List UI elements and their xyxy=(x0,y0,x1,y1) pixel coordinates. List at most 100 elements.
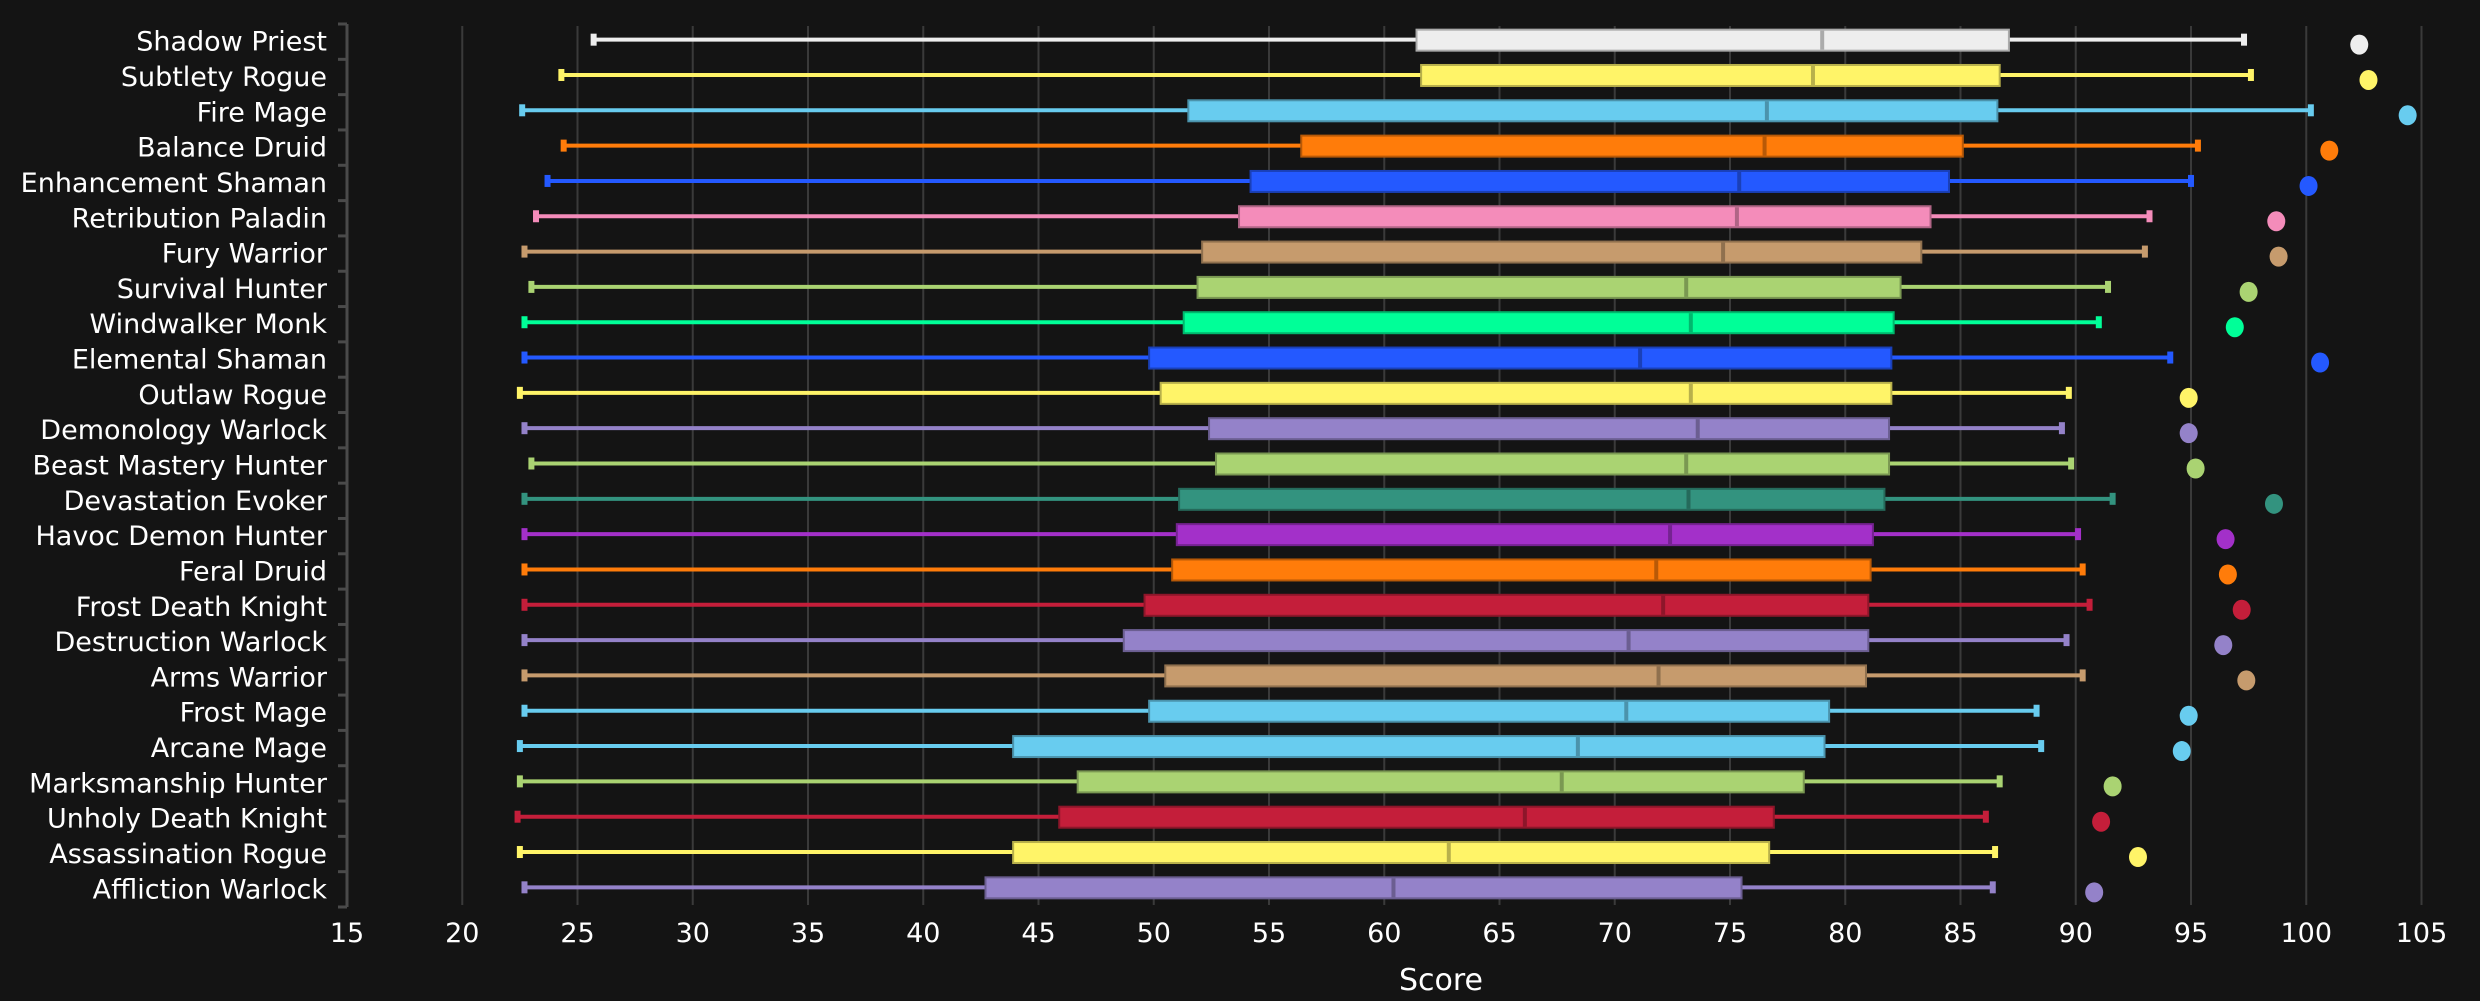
x-tick-label: 105 xyxy=(2396,918,2448,949)
box-row xyxy=(521,346,2330,373)
whisker-cap-high xyxy=(2105,280,2112,293)
outlier-dot xyxy=(2179,387,2198,408)
y-category-label: Windwalker Monk xyxy=(89,309,327,340)
whisker-cap-high xyxy=(1992,846,1999,859)
y-category-label: Havoc Demon Hunter xyxy=(35,521,327,552)
whisker-cap-high xyxy=(2095,316,2102,329)
box-row xyxy=(521,593,2251,620)
y-category-label: Demonology Warlock xyxy=(40,415,327,446)
iqr-box xyxy=(1076,770,1805,794)
whisker-cap-low xyxy=(590,33,597,46)
y-category-label: Unholy Death Knight xyxy=(47,804,327,835)
iqr-box xyxy=(1175,523,1874,547)
whisker-cap-high xyxy=(1996,775,2003,788)
box-row xyxy=(516,381,2198,408)
box-row xyxy=(560,134,2339,161)
box-row xyxy=(521,311,2244,338)
whisker-cap-high xyxy=(2241,33,2248,46)
whisker-cap-low xyxy=(528,457,535,470)
y-axis: Shadow Priest Subtlety Rogue Fire Mage Bala… xyxy=(21,22,349,909)
whisker-cap-low xyxy=(521,704,528,717)
x-tick-label: 20 xyxy=(445,918,479,949)
outlier-dot xyxy=(2359,69,2378,90)
y-category-label: Retribution Paladin xyxy=(72,203,327,234)
y-category-label: Affliction Warlock xyxy=(93,874,328,905)
y-category-label: Fury Warrior xyxy=(162,239,328,270)
y-category-label: Arms Warrior xyxy=(151,662,328,693)
box-row xyxy=(519,99,2417,126)
whisker-cap-high xyxy=(2068,457,2075,470)
y-category-label: Elemental Shaman xyxy=(72,345,327,376)
box-row xyxy=(521,699,2198,726)
iqr-box xyxy=(1122,629,1870,653)
outlier-dot xyxy=(2186,458,2205,479)
iqr-box xyxy=(1208,417,1891,441)
iqr-box xyxy=(1143,593,1870,617)
iqr-box xyxy=(1300,134,1964,158)
box-row xyxy=(521,558,2237,585)
whisker-cap-high xyxy=(2109,492,2116,505)
iqr-box xyxy=(1178,487,1886,511)
whisker-cap-low xyxy=(516,740,523,753)
whisker-cap-high xyxy=(2141,245,2148,258)
whisker-cap-low xyxy=(516,386,523,399)
iqr-box xyxy=(1012,841,1771,865)
x-tick-label: 60 xyxy=(1367,918,1401,949)
outlier-dot xyxy=(2350,34,2369,55)
whisker-cap-high xyxy=(2307,104,2314,117)
whisker-cap-low xyxy=(533,210,540,223)
outlier-dot xyxy=(2085,882,2104,903)
x-tick-label: 35 xyxy=(791,918,825,949)
outlier-dot xyxy=(2299,175,2318,196)
x-tick-label: 15 xyxy=(330,918,364,949)
iqr-box xyxy=(1201,240,1923,264)
y-category-label: Shadow Priest xyxy=(136,27,327,58)
outlier-dot xyxy=(2225,317,2244,338)
whisker-cap-low xyxy=(521,598,528,611)
outlier-dot xyxy=(2179,705,2198,726)
iqr-box xyxy=(1187,99,1999,123)
box-row xyxy=(544,169,2318,196)
outlier-dot xyxy=(2214,635,2233,656)
whisker-cap-low xyxy=(521,245,528,258)
x-tick-label: 85 xyxy=(1943,918,1977,949)
whisker-cap-low xyxy=(521,669,528,682)
x-tick-label: 65 xyxy=(1482,918,1516,949)
iqr-box xyxy=(1058,805,1775,829)
outlier-dot xyxy=(2320,140,2339,161)
box-row xyxy=(558,63,2378,90)
iqr-box xyxy=(1415,28,2010,52)
iqr-box xyxy=(1148,699,1831,723)
whisker-cap-low xyxy=(514,810,521,823)
y-category-label: Enhancement Shaman xyxy=(21,168,327,199)
iqr-box xyxy=(1182,311,1895,335)
y-category-label: Assassination Rogue xyxy=(49,839,327,870)
box-row xyxy=(521,487,2283,514)
whisker-cap-high xyxy=(2038,740,2045,753)
x-tick-label: 30 xyxy=(676,918,710,949)
whisker-cap-high xyxy=(2194,139,2201,152)
box-row xyxy=(521,664,2256,691)
y-category-label: Feral Druid xyxy=(179,556,327,587)
x-tick-label: 90 xyxy=(2059,918,2093,949)
whisker-cap-high xyxy=(2079,563,2086,576)
iqr-box xyxy=(1171,558,1872,582)
iqr-box xyxy=(1420,63,2001,87)
y-category-label: Survival Hunter xyxy=(117,274,328,305)
outlier-dot xyxy=(2103,776,2122,797)
y-category-label: Subtlety Rogue xyxy=(121,62,327,93)
box-row xyxy=(528,452,2205,479)
iqr-box xyxy=(984,876,1743,900)
iqr-box xyxy=(1012,735,1826,759)
box-row xyxy=(521,240,2288,267)
outlier-dot xyxy=(2311,352,2330,373)
x-tick-label: 50 xyxy=(1137,918,1171,949)
outlier-dot xyxy=(2092,811,2111,832)
outlier-dot xyxy=(2179,423,2198,444)
whisker-cap-high xyxy=(2086,598,2093,611)
outlier-dot xyxy=(2216,529,2235,550)
whisker-cap-high xyxy=(2033,704,2040,717)
whisker-cap-low xyxy=(521,422,528,435)
x-tick-label: 100 xyxy=(2280,918,2332,949)
